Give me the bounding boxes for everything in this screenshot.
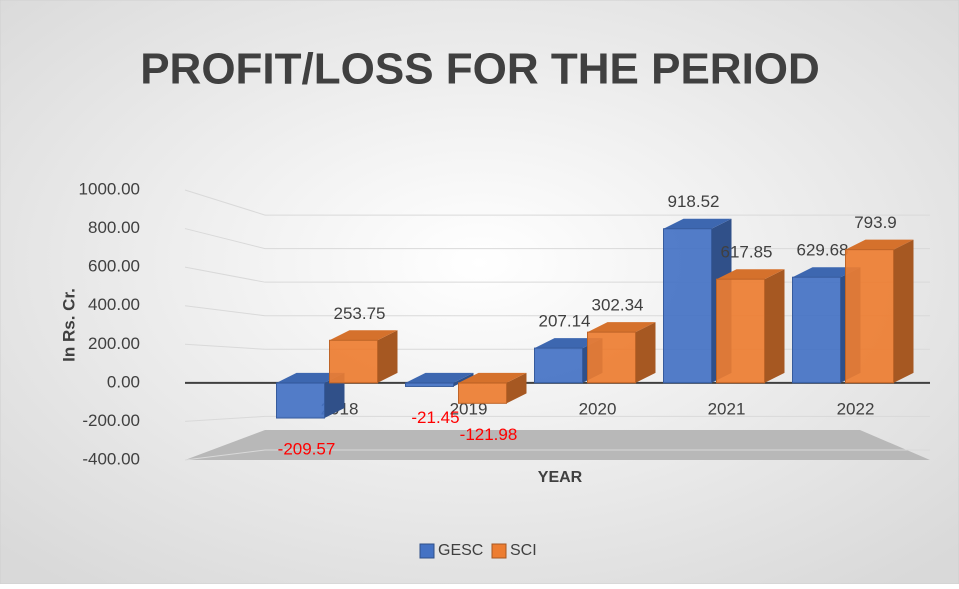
- bar-top: [587, 322, 656, 333]
- grid-line: [184, 449, 930, 461]
- bar-top: [716, 269, 785, 280]
- bar: [716, 278, 765, 384]
- data-label: 253.75: [334, 304, 386, 323]
- bar-top: [405, 372, 474, 383]
- legend-label: SCI: [510, 542, 537, 559]
- chart-title: PROFIT/LOSS FOR THE PERIOD: [140, 45, 820, 94]
- bar-top: [534, 338, 603, 349]
- y-tick-label: 200.00: [88, 334, 140, 353]
- x-tick-label: 2022: [837, 399, 875, 418]
- y-tick-label: 400.00: [88, 295, 140, 314]
- bar-side: [764, 269, 785, 383]
- bar: [405, 382, 454, 387]
- grid-line: [184, 189, 930, 216]
- x-tick-label: 2020: [579, 399, 617, 418]
- y-tick-label: 800.00: [88, 218, 140, 237]
- data-label: 793.9: [854, 213, 897, 232]
- data-label: 617.85: [721, 243, 773, 262]
- bar: [845, 249, 894, 384]
- bar-group: [276, 372, 345, 419]
- grid-line: [184, 415, 930, 422]
- data-label: -121.98: [460, 425, 518, 444]
- x-axis-label: YEAR: [538, 469, 583, 486]
- bar-group: [845, 239, 914, 384]
- bar-top: [458, 372, 527, 383]
- bar-top: [792, 267, 861, 278]
- y-tick-label: -400.00: [82, 449, 140, 468]
- floor: [185, 430, 930, 460]
- legend-swatch: [419, 543, 435, 559]
- data-label: -21.45: [411, 408, 459, 427]
- data-label: 302.34: [592, 296, 644, 315]
- bar-side: [893, 239, 914, 383]
- bar: [458, 382, 507, 404]
- y-tick-label: 600.00: [88, 257, 140, 276]
- data-label: -209.57: [278, 440, 336, 459]
- bar-group: [329, 330, 398, 384]
- bar-group: [587, 322, 656, 384]
- bar: [534, 347, 583, 384]
- bar-side: [635, 322, 656, 383]
- bar-top: [276, 372, 345, 383]
- data-label: 629.68: [797, 241, 849, 260]
- x-tick-label: 2019: [450, 399, 488, 418]
- y-tick-label: 1000.00: [79, 179, 140, 198]
- y-tick-label: 0.00: [107, 372, 140, 391]
- bar: [329, 339, 378, 384]
- bar-top: [329, 330, 398, 341]
- x-tick-label: 2021: [708, 399, 746, 418]
- bar: [587, 331, 636, 384]
- y-axis-label: In Rs. Cr.: [59, 288, 78, 362]
- bar: [792, 276, 841, 384]
- bar: [276, 382, 325, 419]
- legend-label: GESC: [438, 542, 483, 559]
- bar-top: [845, 239, 914, 250]
- bar-side: [324, 372, 345, 419]
- bar-group: [716, 269, 785, 384]
- bar-side: [506, 372, 527, 404]
- bar-top: [663, 218, 732, 229]
- bar-group: [458, 372, 527, 404]
- legend-swatch: [491, 543, 507, 559]
- bar: [663, 228, 712, 384]
- y-tick-label: -200.00: [82, 411, 140, 430]
- data-label: 207.14: [539, 312, 591, 331]
- bar-side: [377, 330, 398, 383]
- data-label: 918.52: [668, 192, 720, 211]
